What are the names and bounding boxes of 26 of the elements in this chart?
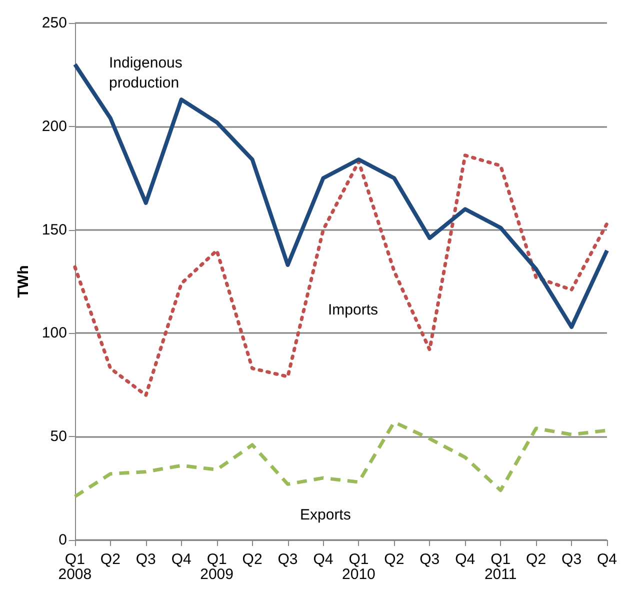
- y-tick-label: 0: [58, 532, 67, 548]
- x-tick-label: Q3: [420, 551, 440, 568]
- series-label: Exports: [300, 506, 351, 524]
- x-tick-label: Q1 2009: [200, 551, 234, 583]
- x-tick-label: Q2: [526, 551, 546, 568]
- x-tick-label: Q1 2010: [342, 551, 376, 583]
- x-tick-label: Q3: [278, 551, 298, 568]
- y-axis-title: TWh: [15, 265, 32, 298]
- y-tick-label: 100: [42, 324, 67, 342]
- series-label: Indigenous production: [109, 54, 182, 92]
- y-tick-label: 50: [50, 428, 67, 446]
- x-tick-label: Q2: [384, 551, 404, 568]
- x-tick-label: Q1 2008: [58, 551, 92, 583]
- x-tick-label: Q4: [455, 551, 476, 568]
- x-tick-label: Q4: [596, 551, 618, 568]
- x-tick-label: Q3: [136, 551, 156, 568]
- y-tick-label: 150: [42, 221, 67, 238]
- x-tick-label: Q3: [562, 551, 582, 568]
- y-tick-label: 200: [42, 118, 67, 135]
- series-label: Imports: [328, 302, 378, 318]
- x-tick-label: Q1 2011: [484, 551, 517, 583]
- x-tick-label: Q4: [313, 551, 334, 568]
- x-tick-label: Q2: [242, 551, 262, 568]
- x-tick-label: Q4: [171, 551, 192, 568]
- x-tick-label: Q2: [100, 551, 120, 568]
- y-tick-label: 250: [42, 14, 67, 32]
